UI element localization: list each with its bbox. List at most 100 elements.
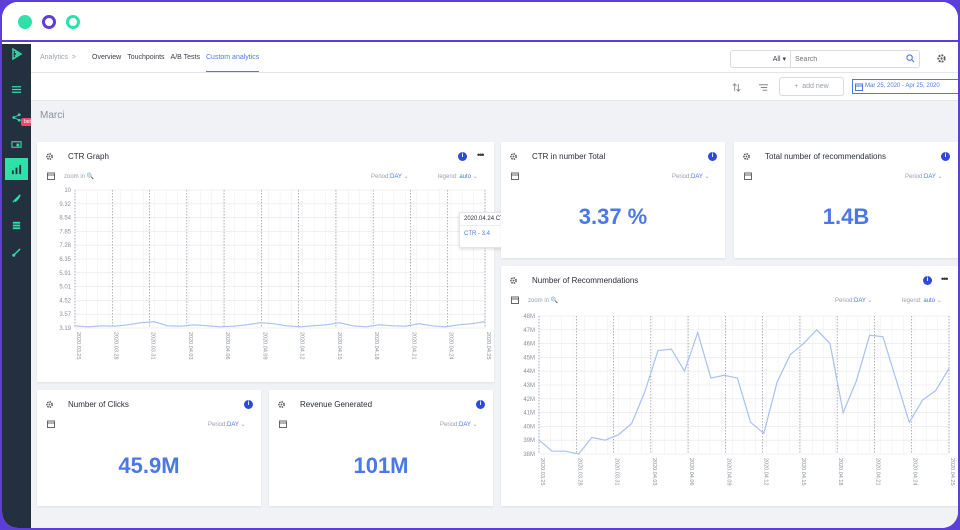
y-tick-label: 5.91: [59, 271, 71, 277]
y-tick-label: 10: [64, 188, 71, 194]
more-options-icon[interactable]: •••: [941, 274, 949, 284]
x-tick-label: 2020.04.09: [725, 458, 731, 486]
window-maximize-control[interactable]: [66, 15, 80, 29]
tab-custom-analytics[interactable]: Custom analytics: [206, 54, 260, 72]
sidebar-rocket-icon[interactable]: [5, 187, 28, 209]
more-options-icon[interactable]: •••: [477, 150, 485, 160]
window-titlebar: [2, 2, 958, 42]
y-tick-label: 3.57: [59, 312, 71, 318]
tab-touchpoints[interactable]: Touchpoints: [127, 54, 165, 61]
filter-lines-icon[interactable]: [758, 82, 769, 93]
sidebar-share-icon[interactable]: [5, 106, 28, 128]
y-tick-label: 43M: [523, 383, 535, 389]
settings-gear-icon[interactable]: [936, 53, 947, 64]
calendar-icon[interactable]: [47, 420, 55, 428]
x-tick-label: 2020.04.06: [688, 458, 694, 486]
card-title: CTR in number Total: [532, 152, 606, 161]
calendar-icon[interactable]: [511, 296, 519, 304]
x-tick-label: 2020.03.25: [75, 332, 81, 360]
card-settings-gear-icon[interactable]: [45, 400, 54, 409]
x-tick-label: 2020.04.03: [651, 458, 657, 486]
y-tick-label: 47M: [523, 328, 535, 334]
x-tick-label: 2020.04.25: [485, 332, 491, 360]
zoom-in-control[interactable]: zoom in 🔍: [64, 174, 95, 180]
search-scope-select[interactable]: All ▾: [731, 51, 791, 67]
clicks-value: 45.9M: [118, 453, 180, 478]
card-title: CTR Graph: [68, 152, 109, 161]
nav-tabs: Overview Touchpoints A/B Tests Custom an…: [92, 54, 260, 72]
ctr-line-chart[interactable]: 3.19 3.57 4.52 5.01 5.91 6.35 7.28 7.85 8.54 9.32…: [37, 184, 494, 380]
sidebar-list-icon[interactable]: [5, 214, 28, 236]
app-logo-icon: [10, 47, 24, 66]
date-range-value: Mar 25, 2020 - Apr 25, 2020: [865, 83, 940, 89]
recommendations-line-chart[interactable]: 38M 39M 40M 41M 42M 43M 44M 45M 46M 47M 48M 2020.03…: [501, 308, 958, 504]
window-close-control[interactable]: [18, 15, 32, 29]
page-title: Marci: [40, 110, 65, 121]
y-tick-label: 40M: [523, 424, 535, 430]
period-select[interactable]: Period:DAY ⌄: [208, 422, 246, 428]
zoom-in-control[interactable]: zoom in 🔍: [528, 298, 559, 304]
x-tick-label: 2020.04.12: [299, 332, 305, 360]
info-icon[interactable]: i: [923, 276, 932, 285]
y-tick-label: 48M: [523, 314, 535, 320]
sort-arrows-icon[interactable]: [731, 82, 742, 93]
calendar-icon[interactable]: [47, 172, 55, 180]
y-tick-label: 45M: [523, 355, 535, 361]
card-settings-gear-icon[interactable]: [45, 152, 54, 161]
period-select[interactable]: Period:DAY ⌄: [672, 174, 710, 180]
card-title: Total number of recommendations: [765, 152, 886, 161]
info-icon[interactable]: i: [476, 400, 485, 409]
period-select[interactable]: Period:DAY ⌄: [371, 174, 409, 180]
y-tick-label: 46M: [523, 342, 535, 348]
main-content: Analytics > Overview Touchpoints A/B Tes…: [31, 44, 958, 528]
breadcrumb[interactable]: Analytics >: [40, 54, 76, 61]
y-tick-label: 39M: [523, 438, 535, 444]
x-tick-label: 2020.04.03: [187, 332, 193, 360]
tab-ab-tests[interactable]: A/B Tests: [170, 54, 200, 61]
period-select[interactable]: Period:DAY ⌄: [905, 174, 943, 180]
info-icon[interactable]: i: [244, 400, 253, 409]
search-icon[interactable]: [906, 54, 915, 63]
info-icon[interactable]: i: [708, 152, 717, 161]
x-tick-label: 2020.04.06: [224, 332, 230, 360]
date-range-picker[interactable]: Mar 25, 2020 - Apr 25, 2020: [852, 79, 958, 94]
number-of-clicks-card: Number of Clicks i Period:DAY ⌄ 45.9M: [37, 390, 261, 506]
x-tick-label: 2020.04.09: [261, 332, 267, 360]
series-line[interactable]: [74, 321, 486, 328]
card-settings-gear-icon[interactable]: [509, 152, 518, 161]
period-select[interactable]: Period:DAY ⌄: [440, 422, 478, 428]
card-settings-gear-icon[interactable]: [742, 152, 751, 161]
sidebar-analytics-icon[interactable]: [5, 158, 28, 180]
add-new-button[interactable]: + add new: [779, 77, 844, 96]
y-tick-label: 4.52: [59, 298, 71, 304]
search-input[interactable]: [795, 53, 900, 65]
legend-select[interactable]: legend: auto ⌄: [438, 174, 478, 180]
tooltip-item: CTR - 3.4: [464, 231, 491, 237]
dashboard-toolbar: + add new Mar 25, 2020 - Apr 25, 2020: [31, 73, 958, 101]
tab-overview[interactable]: Overview: [92, 54, 122, 61]
y-tick-label: 7.28: [59, 243, 71, 249]
x-tick-label: 2020.03.28: [576, 458, 582, 486]
calendar-icon[interactable]: [511, 172, 519, 180]
card-title: Revenue Generated: [300, 400, 373, 409]
x-tick-label: 2020.04.18: [837, 458, 843, 486]
info-icon[interactable]: i: [941, 152, 950, 161]
card-title: Number of Recommendations: [532, 276, 639, 285]
x-tick-label: 2020.04.21: [410, 332, 416, 360]
period-select[interactable]: Period:DAY ⌄: [835, 298, 873, 304]
sidebar-menu-icon[interactable]: [5, 78, 28, 100]
revenue-generated-card: Revenue Generated i Period:DAY ⌄ 101M: [269, 390, 493, 506]
card-settings-gear-icon[interactable]: [277, 400, 286, 409]
window-minimize-control[interactable]: [42, 15, 56, 29]
sidebar-devices-icon[interactable]: [5, 133, 28, 155]
calendar-icon[interactable]: [744, 172, 752, 180]
legend-select[interactable]: legend: auto ⌄: [902, 298, 942, 304]
x-tick-label: 2020.04.21: [874, 458, 880, 486]
card-settings-gear-icon[interactable]: [509, 276, 518, 285]
calendar-icon[interactable]: [279, 420, 287, 428]
sidebar-brush-icon[interactable]: [5, 241, 28, 263]
series-line[interactable]: [538, 328, 950, 455]
info-icon[interactable]: i: [458, 152, 467, 161]
